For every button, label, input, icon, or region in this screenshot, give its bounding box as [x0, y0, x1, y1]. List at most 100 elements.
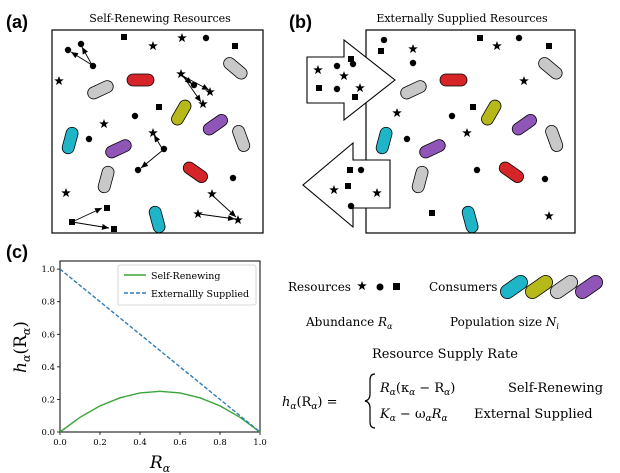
equation-case-external: Kα − ωαRα: [379, 407, 448, 424]
y-axis-label: hα(Rα): [11, 321, 33, 373]
resource-dot: [376, 283, 384, 291]
consumer-olive: [171, 99, 192, 126]
panel-c: (c) 0.0 0.2 0.4 0.6 0.8 1.0 0.0 0.2 0.4 0.6 0.8 1.0…: [6, 242, 267, 473]
equation-brace: [364, 373, 376, 429]
resource-star: [99, 119, 109, 129]
y-tick-label: 1.0: [41, 265, 55, 275]
resource-dot: [202, 34, 210, 42]
growth-arrow: [182, 75, 202, 103]
resource-dot: [333, 85, 341, 93]
resource-square: [104, 205, 110, 211]
consumer-gray: [223, 57, 248, 80]
equation-label-self-renewing: Self-Renewing: [508, 381, 603, 396]
growth-arrow: [198, 213, 236, 222]
x-axis-label: Rα: [149, 453, 171, 473]
resource-dot: [349, 60, 357, 68]
consumer-purple: [575, 275, 603, 299]
panel-b-title: Externally Supplied Resources: [376, 12, 548, 25]
y-tick-label: 0.4: [41, 363, 55, 373]
legend-label-self-renewing: Self-Renewing: [151, 271, 220, 282]
consumer-gray: [87, 80, 114, 100]
resource-dot: [403, 135, 411, 143]
plot-frame: [59, 260, 261, 433]
resource-dot: [190, 81, 198, 89]
consumer-red: [439, 73, 468, 87]
consumer-olive: [525, 275, 553, 299]
resource-star: [193, 209, 203, 219]
panel-b: (b) Externally Supplied Resources: [289, 12, 576, 234]
resource-dot: [448, 112, 456, 120]
resource-star: [462, 128, 472, 138]
resources-label: Resources: [288, 280, 351, 294]
chart-legend: [117, 264, 257, 306]
consumer-gray: [232, 125, 251, 152]
panel-a: (a) Self-Renewing Resources: [6, 12, 264, 234]
consumer-red: [126, 73, 155, 87]
consumers-label: Consumers: [429, 280, 497, 294]
x-tick-label: 0.4: [133, 438, 147, 448]
series-line-external: [59, 268, 261, 433]
growth-arrow: [70, 51, 93, 66]
resource-star: [408, 44, 418, 54]
resource-square: [121, 34, 127, 40]
consumer-purple: [202, 114, 228, 136]
resource-dot: [64, 46, 72, 54]
consumer-purple: [419, 139, 446, 159]
resource-dot: [541, 175, 549, 183]
panel-c-label: (c): [6, 242, 28, 262]
consumer-red: [182, 161, 208, 183]
consumer-gray: [411, 165, 429, 194]
resource-dot: [357, 166, 365, 174]
resource-dot: [77, 40, 85, 48]
consumer-gray: [545, 125, 564, 152]
resource-star: [544, 211, 554, 221]
resource-square: [345, 183, 351, 189]
resource-star: [54, 76, 64, 86]
resource-dot: [131, 112, 139, 120]
resource-star: [357, 281, 367, 291]
growth-arrow: [211, 194, 237, 218]
symbol-legend: Resources Consumers Abundance Rα Populat…: [288, 275, 603, 331]
consumer-gray: [97, 165, 115, 194]
resource-star: [233, 215, 243, 225]
panel-a-title: Self-Renewing Resources: [89, 12, 231, 25]
resource-square: [352, 94, 358, 100]
resource-star: [492, 41, 502, 51]
resource-square: [546, 43, 552, 49]
y-tick-label: 0.6: [41, 330, 55, 340]
resource-square: [111, 226, 117, 232]
resource-dot: [85, 135, 93, 143]
resource-dot: [380, 36, 388, 44]
growth-arrow: [153, 134, 164, 151]
x-tick-label: 1.0: [253, 438, 267, 448]
growth-arrow: [140, 149, 164, 169]
chart-lines: [59, 268, 261, 433]
equation-label-external: External Supplied: [474, 407, 593, 422]
panel-a-box: [51, 29, 264, 234]
y-tick-label: 0.8: [41, 298, 55, 308]
resource-star: [177, 33, 187, 43]
x-tick-label: 0.8: [213, 438, 227, 448]
panel-b-box: [365, 29, 576, 234]
resource-star: [392, 108, 402, 118]
resource-dot: [473, 166, 481, 174]
resource-square: [316, 85, 322, 91]
consumer-cyan: [375, 126, 393, 155]
growth-arrow: [71, 221, 110, 230]
y-tick-label: 0.2: [41, 395, 55, 405]
resource-square: [477, 35, 483, 41]
resource-square: [470, 104, 476, 110]
consumer-cyan: [61, 126, 79, 155]
consumer-gray: [538, 57, 563, 80]
growth-arrow: [81, 46, 93, 66]
panel-b-label: (b): [289, 12, 312, 32]
resource-square: [232, 43, 238, 49]
resource-dot: [229, 174, 237, 182]
resource-star: [148, 41, 158, 51]
resource-star: [207, 189, 217, 199]
resource-square: [348, 56, 354, 62]
resource-dot: [333, 62, 341, 70]
y-tick-label: 0.0: [41, 428, 55, 438]
x-tick-label: 0.2: [93, 438, 107, 448]
